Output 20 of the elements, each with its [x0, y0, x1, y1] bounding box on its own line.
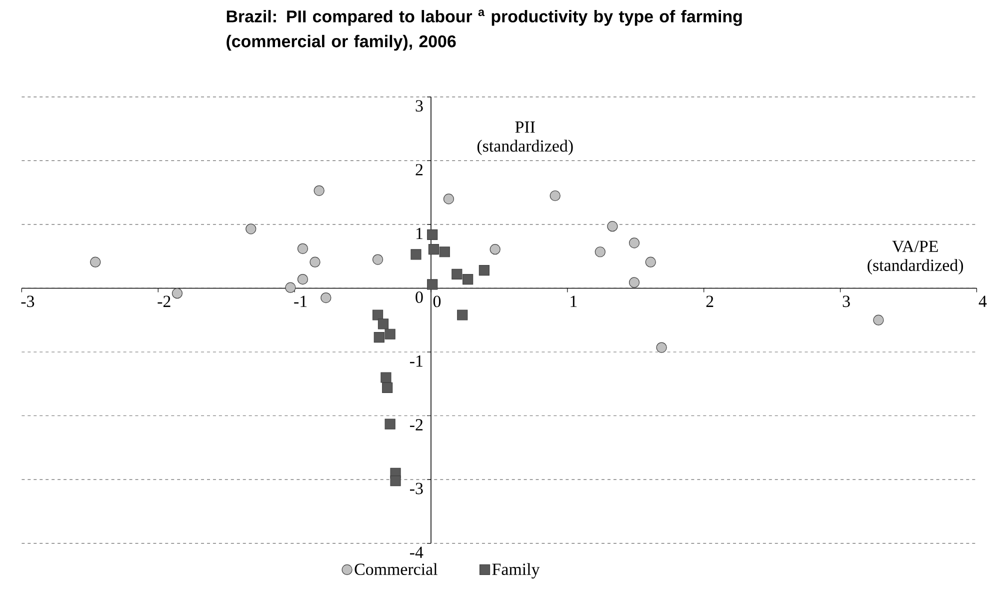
x-tick-label: 3 [842, 296, 850, 308]
y-tick-label: 1 [416, 228, 422, 240]
legend-label: Family [492, 563, 540, 579]
x-tick-label: 0 [433, 296, 441, 308]
x-tick-label: 2 [706, 296, 714, 307]
y-tick-label: 3 [416, 100, 423, 112]
x-tick-label: 4 [978, 296, 987, 307]
legend-label: Commercial [354, 563, 438, 576]
y-tick-label: 2 [416, 164, 423, 176]
y-tick-label: -3 [410, 482, 423, 494]
y-axis-title: PII (standardized) [477, 122, 573, 156]
y-tick-label: -2 [410, 419, 423, 430]
x-tick-label: -3 [21, 296, 34, 308]
x-tick-label: -1 [294, 296, 307, 307]
x-axis-title: VA/PE (standardized) [868, 240, 964, 274]
chart-title: Brazil: PII compared to labour $^{a}$ productivity by type of farming (commercial or family), 2006 [226, 10, 742, 51]
y-tick-label: -1 [410, 355, 422, 367]
x-tick-label: -2 [158, 296, 170, 307]
y-tick-label: -4 [410, 546, 424, 558]
x-tick-label: 1 [570, 296, 577, 307]
